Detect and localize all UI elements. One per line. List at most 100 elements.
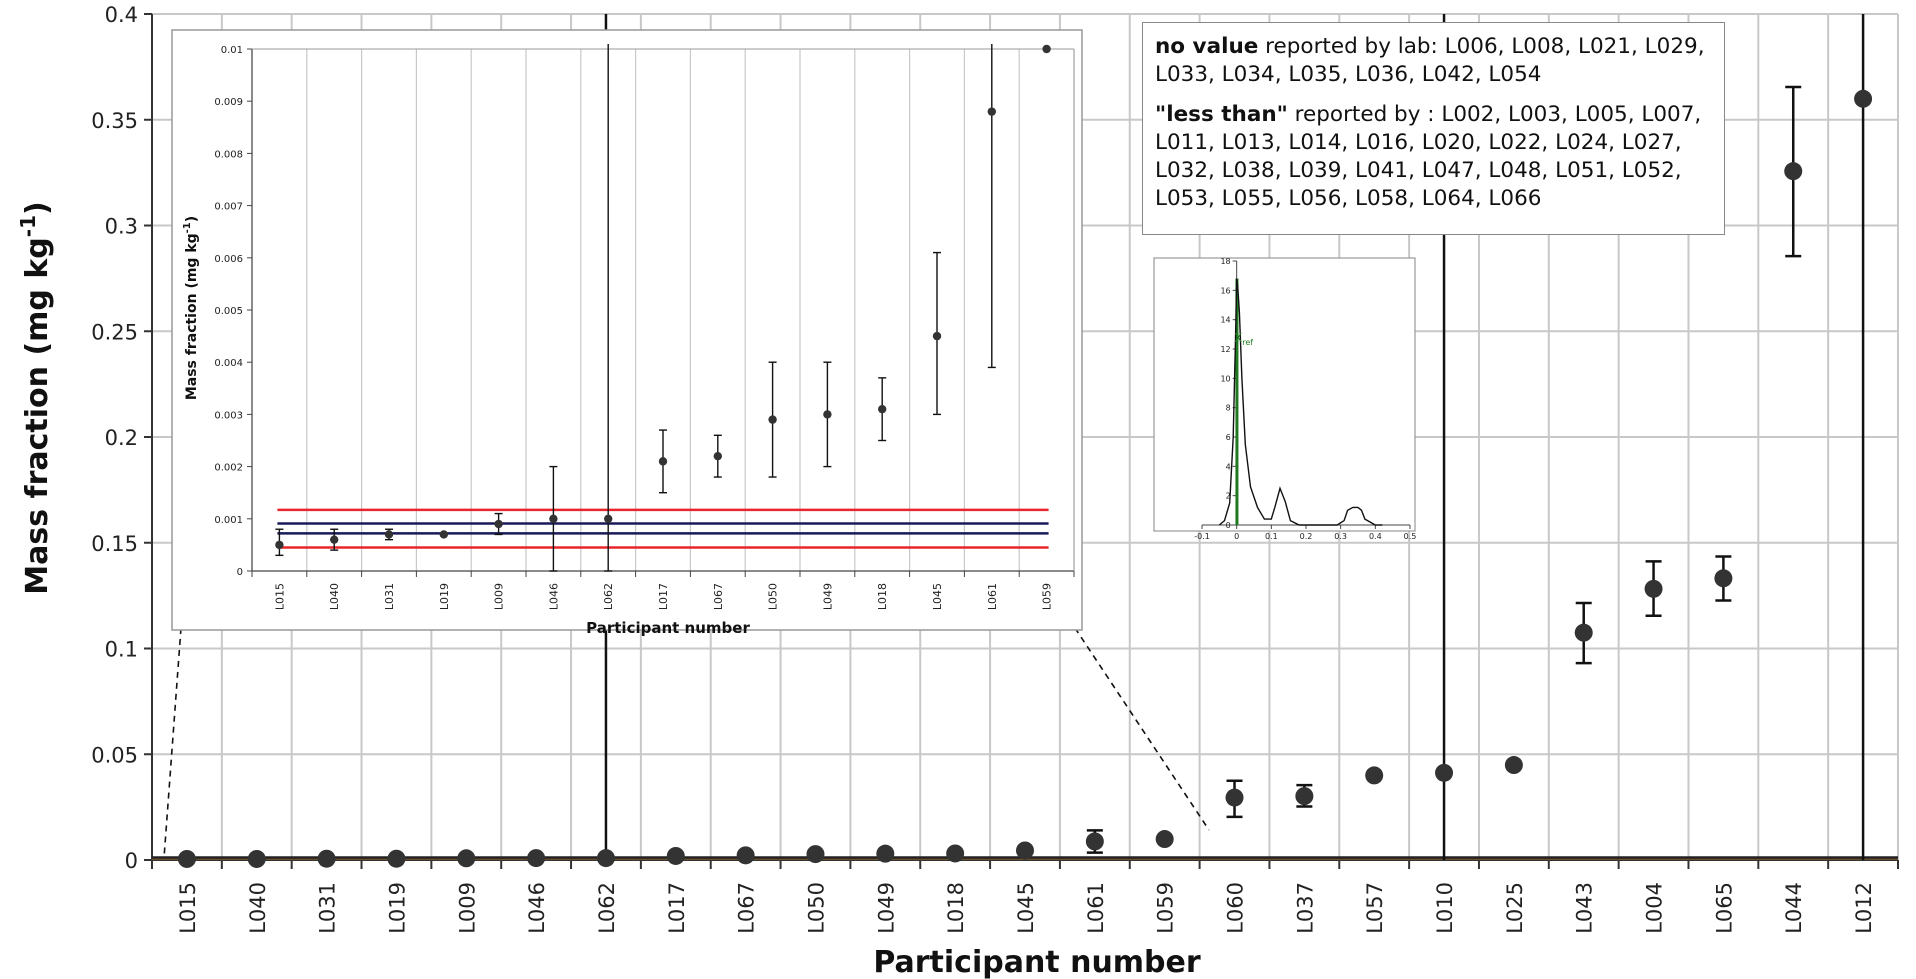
reference-value-label-text: X: [1234, 331, 1242, 345]
main-x-tick-label: L019: [385, 882, 409, 934]
zoom-inset-y-axis-title-end: ): [184, 216, 200, 222]
zoom-inset-data-point: [384, 530, 394, 539]
main-x-tick-label: L045: [1014, 882, 1038, 934]
main-data-point: [666, 846, 685, 865]
zoom-inset-data-point: [275, 540, 284, 550]
main-data-point: [1854, 89, 1873, 108]
zoom-inset-y-axis-title: Mass fraction (mg kg-1): [182, 216, 200, 400]
less-than-labs: reported by : L002, L003, L005, L007, L0…: [1155, 102, 1702, 211]
kernel-density-y-tick-label: 2: [1226, 492, 1231, 501]
no-value-note: no value reported by lab: L006, L008, L0…: [1155, 33, 1712, 89]
main-data-point: [1016, 841, 1034, 860]
main-data-point: [736, 846, 755, 865]
main-x-tick-label: L025: [1503, 882, 1527, 934]
main-x-tick-label: L040: [246, 882, 270, 934]
zoom-inset-data-point: [932, 331, 942, 341]
zoom-inset-x-tick-label: L049: [821, 583, 834, 610]
main-data-point: [177, 849, 196, 868]
main-data-point: [457, 849, 476, 868]
main-data-point: [946, 844, 965, 863]
zoom-inset-data-point: [549, 514, 558, 523]
main-y-tick-label: 0.25: [91, 320, 138, 344]
main-y-axis-title-sup: -1: [16, 215, 40, 237]
zoom-inset-data-point: [768, 415, 777, 424]
main-data-point: [387, 849, 406, 868]
main-data-point: [527, 849, 546, 868]
less-than-note: "less than" reported by : L002, L003, L0…: [1155, 101, 1712, 213]
kernel-density-y-tick-label: 18: [1220, 257, 1230, 266]
zoom-inset-x-tick-label: L050: [767, 583, 780, 610]
main-y-axis-title: Mass fraction (mg kg-1): [16, 201, 55, 594]
zoom-inset-data-point: [1042, 44, 1051, 54]
zoom-inset-x-tick-label: L009: [493, 583, 506, 610]
main-x-tick-label: L062: [595, 882, 619, 934]
kernel-density-line: [1218, 278, 1383, 526]
zoom-inset-axes: 0 0.001 0.002 0.003 0.004 0.005 0.006 0.007 0.00…: [214, 45, 1075, 610]
zoom-inset-x-tick-label: L015: [273, 583, 286, 610]
zoom-inset-x-tick-label: L031: [383, 583, 396, 610]
zoom-inset-x-tick-label: L062: [602, 583, 615, 610]
zoom-inset-data-points: [275, 44, 1051, 572]
main-x-tick-label: L018: [944, 882, 968, 934]
zoom-inset-data-point: [494, 519, 503, 529]
main-y-axis-title-text: Mass fraction (mg kg: [20, 237, 55, 594]
main-x-tick-label: L046: [525, 882, 549, 934]
zoom-inset-x-tick-label: L017: [657, 583, 670, 610]
kernel-density-y-tick-label: 16: [1220, 286, 1230, 295]
zoom-connector-right: [1074, 627, 1210, 831]
zoom-inset-x-tick-label: L045: [931, 583, 944, 610]
kernel-density-inset-chart: -0.1 0 0.1 0.2 0.3 0.4 0.5 0 2 4 6 8 10 12 14 16 18 Xref: [1153, 257, 1416, 541]
zoom-inset-y-tick-label: 0.001: [214, 515, 243, 526]
zoom-inset-data-point: [604, 514, 613, 523]
no-value-labs: reported by lab: L006, L008, L021, L029,…: [1155, 34, 1705, 87]
main-data-point: [1504, 756, 1523, 775]
main-x-tick-label: L017: [665, 882, 689, 934]
main-y-tick-label: 0.15: [91, 532, 138, 556]
main-data-point: [1435, 763, 1454, 782]
kernel-density-x-tick-label: 0: [1234, 532, 1239, 541]
zoom-inset-y-tick-label: 0.005: [214, 306, 243, 317]
zoom-inset-y-tick-label: 0.002: [214, 463, 243, 474]
zoom-inset-data-point: [330, 535, 339, 544]
main-data-point: [317, 849, 336, 868]
zoom-inset-data-point: [878, 404, 887, 414]
kernel-density-y-tick-label: 0: [1226, 521, 1231, 530]
zoom-connector-lines: [163, 627, 1210, 859]
main-x-tick-label: L015: [176, 882, 200, 934]
main-y-tick-label: 0: [125, 849, 138, 873]
main-x-tick-label: L065: [1712, 882, 1736, 934]
main-x-tick-label: L009: [455, 882, 479, 934]
main-data-point: [1295, 787, 1314, 806]
kernel-density-y-tick-label: 8: [1226, 404, 1231, 413]
zoom-inset-data-point: [987, 107, 996, 116]
main-data-point: [1574, 623, 1593, 642]
kernel-density-y-tick-label: 4: [1226, 462, 1231, 471]
less-than-heading: "less than": [1155, 102, 1288, 127]
zoom-inset-data-point: [823, 410, 832, 419]
main-axis-labels: Participant number Mass fraction (mg kg-…: [16, 201, 1201, 979]
zoom-inset-y-tick-label: 0.01: [221, 45, 243, 56]
main-y-tick-label: 0.3: [105, 215, 138, 239]
zoom-inset-y-axis-title-text: Mass fraction (mg kg: [184, 233, 200, 400]
zoom-inset-x-tick-label: L059: [1041, 583, 1054, 610]
kernel-density-x-tick-label: -0.1: [1194, 532, 1210, 541]
main-x-tick-label: L061: [1084, 882, 1108, 934]
zoom-inset-x-tick-label: L018: [876, 583, 889, 610]
main-data-point: [1085, 832, 1104, 851]
kernel-density-x-tick-label: 0.3: [1334, 532, 1347, 541]
main-y-tick-label: 0.05: [91, 743, 138, 767]
main-x-tick-label: L057: [1363, 882, 1387, 934]
main-data-point: [1784, 162, 1803, 181]
kernel-density-x-tick-label: 0.1: [1265, 532, 1278, 541]
zoom-inset-y-tick-label: 0: [237, 567, 243, 578]
main-data-point: [1365, 766, 1384, 785]
kernel-density-curve: [1218, 278, 1383, 526]
kernel-density-x-tick-label: 0.2: [1300, 532, 1313, 541]
main-y-tick-label: 0.1: [105, 638, 138, 662]
main-x-tick-label: L044: [1782, 882, 1806, 934]
zoom-inset-x-tick-label: L019: [438, 583, 451, 610]
main-x-tick-label: L043: [1573, 882, 1597, 934]
main-data-point: [247, 849, 266, 868]
main-data-point: [876, 844, 895, 863]
main-data-point: [596, 849, 615, 868]
